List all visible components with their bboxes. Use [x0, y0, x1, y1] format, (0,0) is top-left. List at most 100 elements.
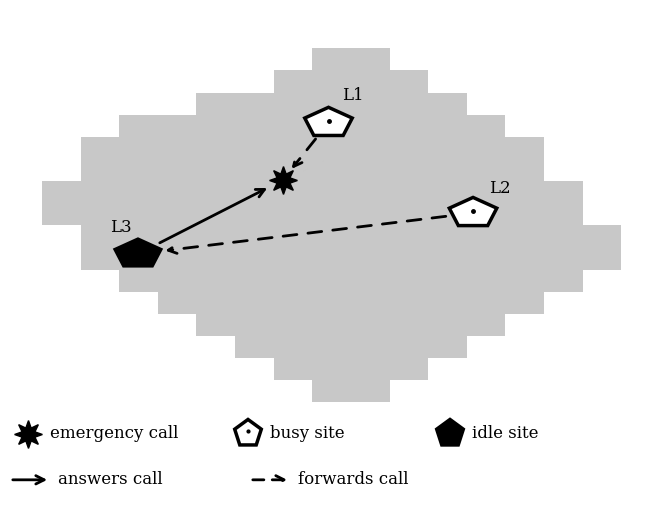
Bar	[196, 137, 235, 159]
Bar	[351, 93, 390, 115]
Polygon shape	[305, 108, 352, 136]
Bar	[235, 181, 274, 203]
Bar	[158, 225, 196, 247]
Bar	[274, 71, 312, 93]
Bar	[274, 336, 312, 358]
Bar	[274, 159, 312, 181]
Bar	[235, 247, 274, 269]
Bar	[544, 225, 583, 247]
Bar	[119, 247, 158, 269]
Text: forwards call: forwards call	[298, 472, 409, 488]
Text: busy site: busy site	[270, 425, 345, 442]
Bar	[544, 269, 583, 292]
Bar	[196, 115, 235, 137]
Bar	[390, 336, 428, 358]
Bar	[351, 336, 390, 358]
Bar	[351, 225, 390, 247]
Bar	[505, 137, 544, 159]
Bar	[235, 203, 274, 225]
Bar	[467, 247, 505, 269]
Bar	[428, 137, 467, 159]
Bar	[390, 115, 428, 137]
Bar	[274, 181, 312, 203]
Bar	[235, 225, 274, 247]
Bar	[544, 247, 583, 269]
Bar	[81, 247, 119, 269]
Bar	[351, 269, 390, 292]
Bar	[390, 137, 428, 159]
Bar	[312, 159, 351, 181]
Bar	[390, 181, 428, 203]
Bar	[312, 225, 351, 247]
Text: L1: L1	[342, 88, 363, 104]
Bar	[196, 269, 235, 292]
Bar	[235, 137, 274, 159]
Bar	[119, 115, 158, 137]
Text: answers call: answers call	[58, 472, 163, 488]
Bar	[467, 225, 505, 247]
Bar	[351, 292, 390, 314]
Bar	[505, 225, 544, 247]
Bar	[274, 137, 312, 159]
Bar	[390, 358, 428, 380]
Bar	[158, 247, 196, 269]
Bar	[312, 247, 351, 269]
Bar	[81, 181, 119, 203]
Bar	[42, 203, 81, 225]
Bar	[312, 137, 351, 159]
Text: L2: L2	[489, 180, 511, 198]
Bar	[312, 71, 351, 93]
Bar	[351, 247, 390, 269]
Bar	[274, 358, 312, 380]
Bar	[274, 225, 312, 247]
Bar	[81, 137, 119, 159]
Bar	[119, 269, 158, 292]
Bar	[196, 181, 235, 203]
Bar	[390, 314, 428, 336]
Bar	[428, 292, 467, 314]
Bar	[351, 181, 390, 203]
Bar	[467, 137, 505, 159]
Bar	[274, 93, 312, 115]
Text: emergency call: emergency call	[50, 425, 178, 442]
Bar	[81, 159, 119, 181]
Bar	[312, 181, 351, 203]
Bar	[196, 225, 235, 247]
Bar	[274, 247, 312, 269]
Bar	[196, 314, 235, 336]
Bar	[274, 115, 312, 137]
Bar	[351, 115, 390, 137]
Bar	[467, 181, 505, 203]
Bar	[81, 225, 119, 247]
Bar	[390, 269, 428, 292]
Bar	[274, 314, 312, 336]
Bar	[312, 203, 351, 225]
Bar	[390, 292, 428, 314]
Bar	[119, 203, 158, 225]
Bar	[390, 93, 428, 115]
Bar	[235, 292, 274, 314]
Bar	[312, 269, 351, 292]
Bar	[467, 159, 505, 181]
Bar	[158, 181, 196, 203]
Bar	[119, 225, 158, 247]
Bar	[505, 247, 544, 269]
Bar	[312, 48, 351, 71]
Bar	[158, 269, 196, 292]
Text: L3: L3	[110, 219, 131, 236]
Bar	[274, 292, 312, 314]
Bar	[196, 93, 235, 115]
Bar	[312, 93, 351, 115]
Bar	[428, 159, 467, 181]
Polygon shape	[437, 419, 463, 445]
Bar	[428, 203, 467, 225]
Bar	[274, 269, 312, 292]
Bar	[390, 203, 428, 225]
Bar	[158, 292, 196, 314]
Bar	[390, 71, 428, 93]
Bar	[312, 380, 351, 402]
Bar	[505, 203, 544, 225]
Bar	[196, 159, 235, 181]
Bar	[312, 292, 351, 314]
Bar	[428, 314, 467, 336]
